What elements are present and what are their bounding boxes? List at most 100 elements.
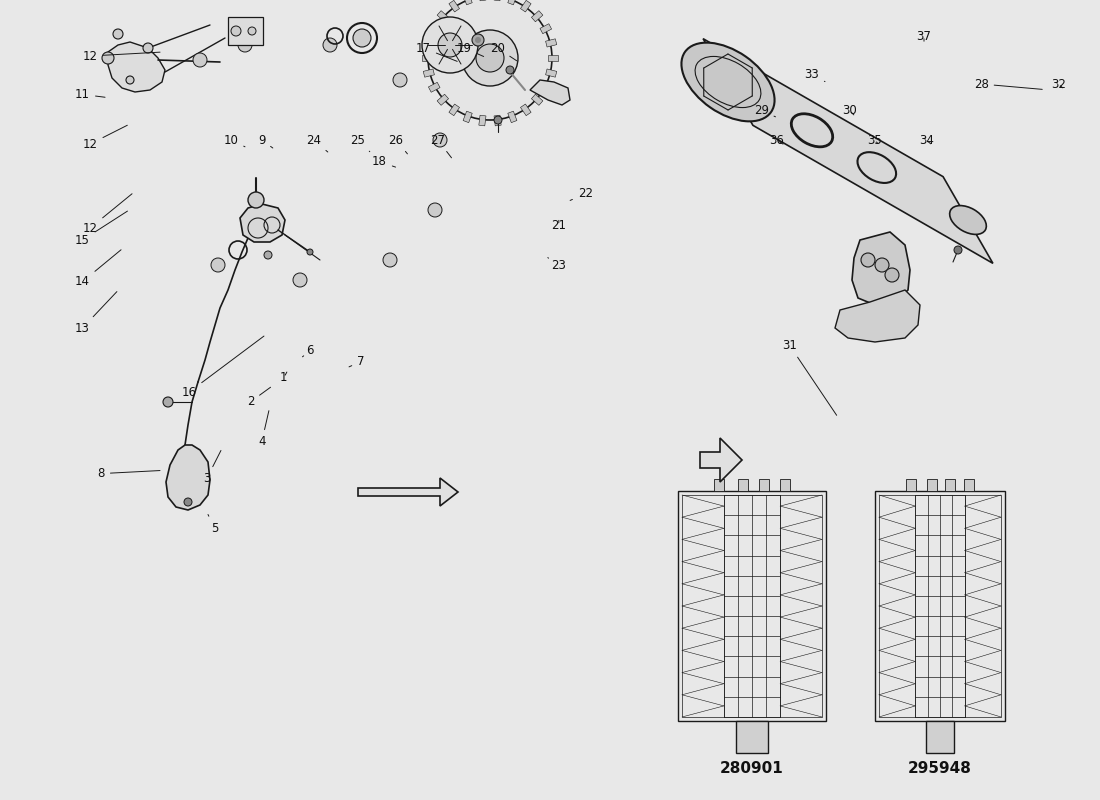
- Text: 30: 30: [842, 104, 857, 117]
- Text: 6: 6: [302, 344, 313, 357]
- Polygon shape: [508, 0, 517, 5]
- Text: 8: 8: [98, 467, 160, 480]
- Bar: [738, 479, 748, 491]
- Circle shape: [861, 253, 875, 267]
- Polygon shape: [422, 55, 432, 61]
- Text: 5: 5: [208, 514, 218, 534]
- Polygon shape: [546, 69, 557, 77]
- Polygon shape: [700, 438, 743, 482]
- Polygon shape: [531, 94, 543, 106]
- Circle shape: [494, 116, 502, 124]
- Text: 9: 9: [258, 134, 273, 148]
- Text: eurospares: eurospares: [754, 566, 946, 594]
- Text: 13: 13: [75, 292, 117, 334]
- Polygon shape: [192, 42, 446, 285]
- Polygon shape: [546, 39, 557, 47]
- Circle shape: [113, 29, 123, 39]
- Bar: [927, 479, 937, 491]
- Circle shape: [163, 397, 173, 407]
- Text: 23: 23: [548, 258, 566, 272]
- Circle shape: [886, 268, 899, 282]
- Circle shape: [192, 53, 207, 67]
- Text: 22: 22: [570, 187, 593, 201]
- Circle shape: [506, 66, 514, 74]
- Circle shape: [475, 37, 481, 43]
- Circle shape: [248, 192, 264, 208]
- Polygon shape: [240, 204, 285, 242]
- FancyBboxPatch shape: [867, 483, 1013, 757]
- Polygon shape: [437, 10, 449, 22]
- Text: 4: 4: [258, 410, 268, 448]
- Text: 35: 35: [867, 134, 882, 146]
- FancyBboxPatch shape: [670, 483, 834, 757]
- Bar: [945, 479, 956, 491]
- Polygon shape: [108, 42, 165, 92]
- Text: 17: 17: [416, 42, 458, 62]
- Circle shape: [353, 29, 371, 47]
- Circle shape: [143, 43, 153, 53]
- Text: 12: 12: [82, 194, 132, 234]
- Circle shape: [248, 27, 256, 35]
- Circle shape: [472, 34, 484, 46]
- Text: 21: 21: [551, 219, 566, 232]
- Polygon shape: [508, 111, 517, 122]
- Bar: [874, 491, 1005, 721]
- Circle shape: [874, 258, 889, 272]
- Polygon shape: [835, 290, 920, 342]
- Text: 3: 3: [204, 450, 221, 485]
- Circle shape: [264, 251, 272, 259]
- Circle shape: [383, 253, 397, 267]
- Polygon shape: [424, 39, 434, 47]
- Polygon shape: [703, 38, 993, 263]
- Text: 31: 31: [782, 339, 837, 415]
- Polygon shape: [540, 82, 551, 92]
- Text: 19: 19: [456, 42, 484, 57]
- Polygon shape: [463, 0, 472, 5]
- Circle shape: [102, 52, 114, 64]
- Polygon shape: [494, 115, 502, 126]
- Circle shape: [293, 273, 307, 287]
- Text: 29: 29: [754, 104, 776, 117]
- Ellipse shape: [949, 206, 987, 234]
- Bar: [926, 721, 955, 754]
- Circle shape: [238, 38, 252, 52]
- Polygon shape: [428, 82, 440, 92]
- Polygon shape: [548, 55, 558, 61]
- Circle shape: [433, 133, 447, 147]
- Polygon shape: [520, 104, 531, 116]
- Text: 24: 24: [306, 134, 328, 152]
- Text: 295948: 295948: [909, 762, 972, 776]
- Text: 36: 36: [769, 134, 784, 146]
- Polygon shape: [540, 24, 551, 34]
- Circle shape: [428, 0, 552, 120]
- Text: 12: 12: [82, 126, 128, 150]
- Polygon shape: [437, 94, 449, 106]
- Polygon shape: [478, 115, 486, 126]
- Circle shape: [954, 246, 962, 254]
- Text: 15: 15: [75, 211, 128, 246]
- Circle shape: [307, 249, 314, 255]
- Text: 7: 7: [349, 355, 364, 368]
- Text: 16: 16: [182, 336, 264, 398]
- Bar: [736, 721, 768, 754]
- Text: 33: 33: [804, 68, 825, 82]
- Polygon shape: [449, 0, 460, 12]
- Circle shape: [476, 44, 504, 72]
- Polygon shape: [520, 0, 531, 12]
- Polygon shape: [531, 10, 543, 22]
- Polygon shape: [424, 69, 434, 77]
- Text: 11: 11: [75, 88, 104, 101]
- Polygon shape: [530, 80, 570, 105]
- Text: 37: 37: [916, 30, 932, 42]
- Text: 25: 25: [350, 134, 370, 152]
- Text: 280901: 280901: [720, 762, 784, 776]
- Polygon shape: [463, 111, 472, 122]
- Text: eurospares: eurospares: [145, 382, 515, 438]
- Bar: [759, 479, 769, 491]
- Bar: [964, 479, 974, 491]
- Ellipse shape: [681, 42, 774, 122]
- Text: 26: 26: [388, 134, 407, 154]
- Circle shape: [126, 76, 134, 84]
- Polygon shape: [449, 104, 460, 116]
- Polygon shape: [852, 232, 910, 305]
